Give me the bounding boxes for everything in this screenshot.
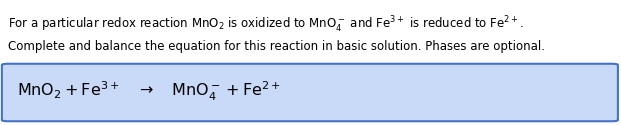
Text: $\mathrm{MnO_2 + Fe^{3+}}$   $\rightarrow$   $\mathrm{MnO_4^- + Fe^{2+}}$: $\mathrm{MnO_2 + Fe^{3+}}$ $\rightarrow$…: [17, 80, 281, 103]
Text: For a particular redox reaction $\mathrm{MnO_2}$ is oxidized to $\mathrm{MnO_4^-: For a particular redox reaction $\mathrm…: [8, 15, 524, 35]
FancyBboxPatch shape: [2, 64, 618, 121]
Text: Complete and balance the equation for this reaction in basic solution. Phases ar: Complete and balance the equation for th…: [8, 40, 545, 53]
